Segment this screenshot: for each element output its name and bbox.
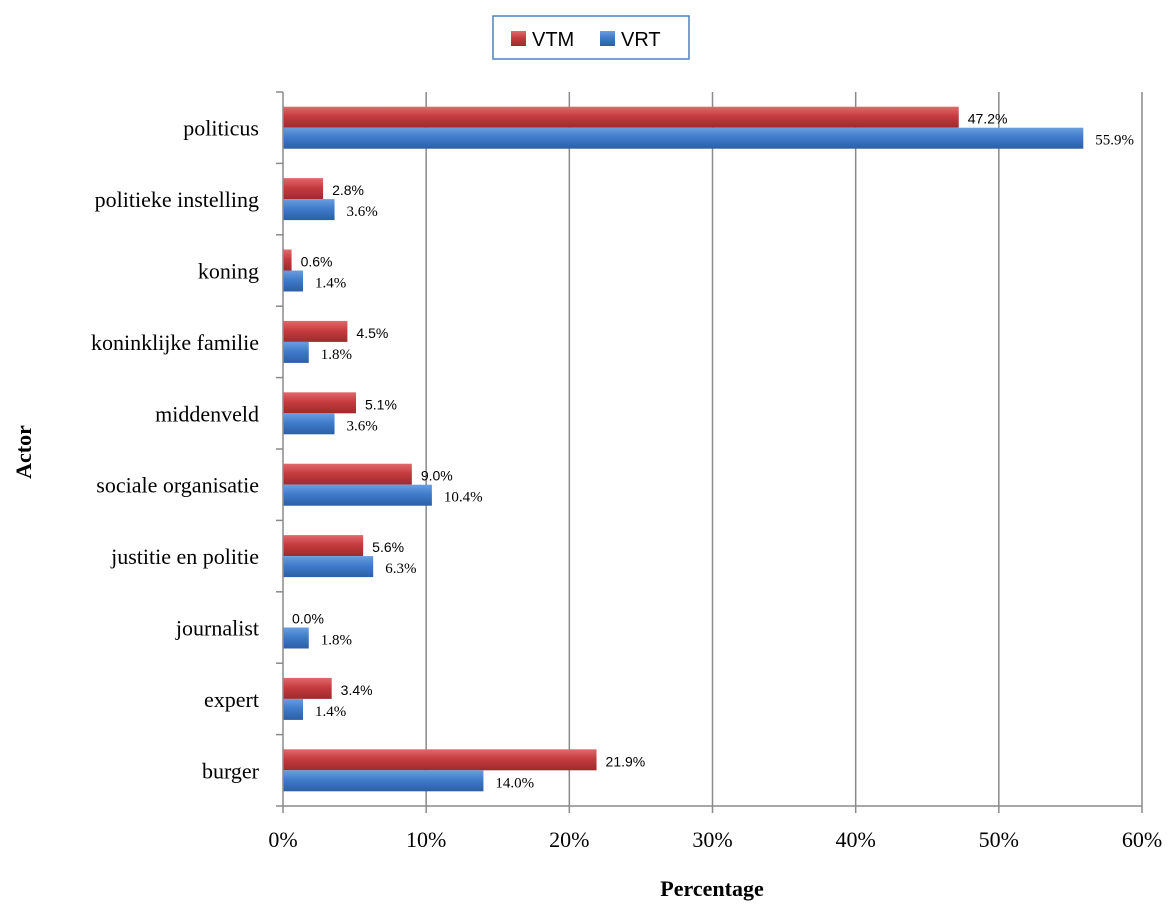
- bar-vrt: [283, 199, 335, 221]
- bar-vrt: [283, 698, 304, 720]
- value-label-vrt: 6.3%: [385, 561, 416, 577]
- category-label: justitie en politie: [110, 544, 259, 569]
- axes: [276, 91, 1143, 813]
- x-tick-label: 0%: [268, 827, 297, 852]
- value-label-vtm: 0.0%: [292, 611, 324, 627]
- value-label-vrt: 55.9%: [1095, 133, 1134, 149]
- value-label-vtm: 2.8%: [332, 182, 364, 198]
- value-label-vtm: 0.6%: [301, 254, 333, 270]
- value-label-vrt: 10.4%: [444, 490, 483, 506]
- legend-label-vtm: VTM: [532, 29, 574, 51]
- legend-swatch-vtm: [511, 31, 526, 46]
- value-label-vrt: 1.8%: [321, 633, 352, 649]
- category-label: burger: [202, 758, 260, 783]
- value-label-vrt: 3.6%: [347, 204, 378, 220]
- x-tick-label: 40%: [836, 827, 876, 852]
- value-label-vrt: 3.6%: [347, 418, 378, 434]
- legend: VTM VRT: [492, 15, 690, 60]
- bar-vrt: [283, 341, 309, 363]
- x-tick-label: 50%: [979, 827, 1019, 852]
- value-label-vrt: 1.8%: [321, 347, 352, 363]
- x-tick-label: 60%: [1122, 827, 1162, 852]
- category-label: sociale organisatie: [96, 473, 259, 498]
- value-label-vrt: 1.4%: [315, 704, 346, 720]
- value-label-vtm: 4.5%: [356, 325, 388, 341]
- category-label: politicus: [183, 116, 259, 141]
- bar-vtm: [283, 535, 364, 557]
- x-tick-label: 10%: [406, 827, 446, 852]
- value-label-vtm: 21.9%: [606, 753, 646, 769]
- tick-labels: 0% 10% 20% 30% 40% 50% 60%: [268, 827, 1162, 852]
- bars: [283, 106, 1084, 792]
- category-label: middenveld: [155, 401, 259, 426]
- bar-vrt: [283, 627, 309, 649]
- category-label: politieke instelling: [95, 187, 259, 212]
- bar-vtm: [283, 106, 959, 128]
- value-label-vrt: 14.0%: [495, 775, 534, 791]
- value-label-vrt: 1.4%: [315, 276, 346, 292]
- category-labels: politicus politieke instelling koning konin…: [91, 116, 260, 784]
- bar-vrt: [283, 770, 484, 792]
- legend-label-vrt: VRT: [621, 29, 661, 51]
- bar-vtm: [283, 677, 332, 699]
- category-label: journalist: [175, 616, 259, 641]
- y-axis-title: Actor: [11, 425, 36, 479]
- bar-vtm: [283, 320, 348, 342]
- category-label: expert: [204, 687, 259, 712]
- bar-vrt: [283, 556, 374, 578]
- value-label-vtm: 9.0%: [421, 468, 453, 484]
- bar-vrt: [283, 127, 1084, 149]
- bar-vtm: [283, 178, 324, 200]
- value-label-vtm: 47.2%: [968, 111, 1008, 127]
- bar-vtm: [283, 463, 412, 485]
- category-label: koning: [198, 259, 259, 284]
- bar-vrt: [283, 270, 304, 292]
- x-axis-title: Percentage: [660, 876, 764, 901]
- bar-vtm: [283, 749, 597, 771]
- value-label-vtm: 5.1%: [365, 396, 397, 412]
- x-tick-label: 30%: [692, 827, 732, 852]
- legend-swatch-vrt: [600, 31, 615, 46]
- value-label-vtm: 3.4%: [341, 682, 373, 698]
- category-label: koninklijke familie: [91, 330, 259, 355]
- bar-vtm: [283, 249, 292, 271]
- value-label-vtm: 5.6%: [372, 539, 404, 555]
- value-labels: 47.2%55.9%2.8%3.6%0.6%1.4%4.5%1.8%5.1%3.…: [292, 111, 1134, 792]
- bar-vtm: [283, 392, 357, 414]
- x-tick-label: 20%: [549, 827, 589, 852]
- gridlines: [425, 92, 1143, 806]
- bar-vrt: [283, 484, 432, 506]
- bar-vrt: [283, 413, 335, 435]
